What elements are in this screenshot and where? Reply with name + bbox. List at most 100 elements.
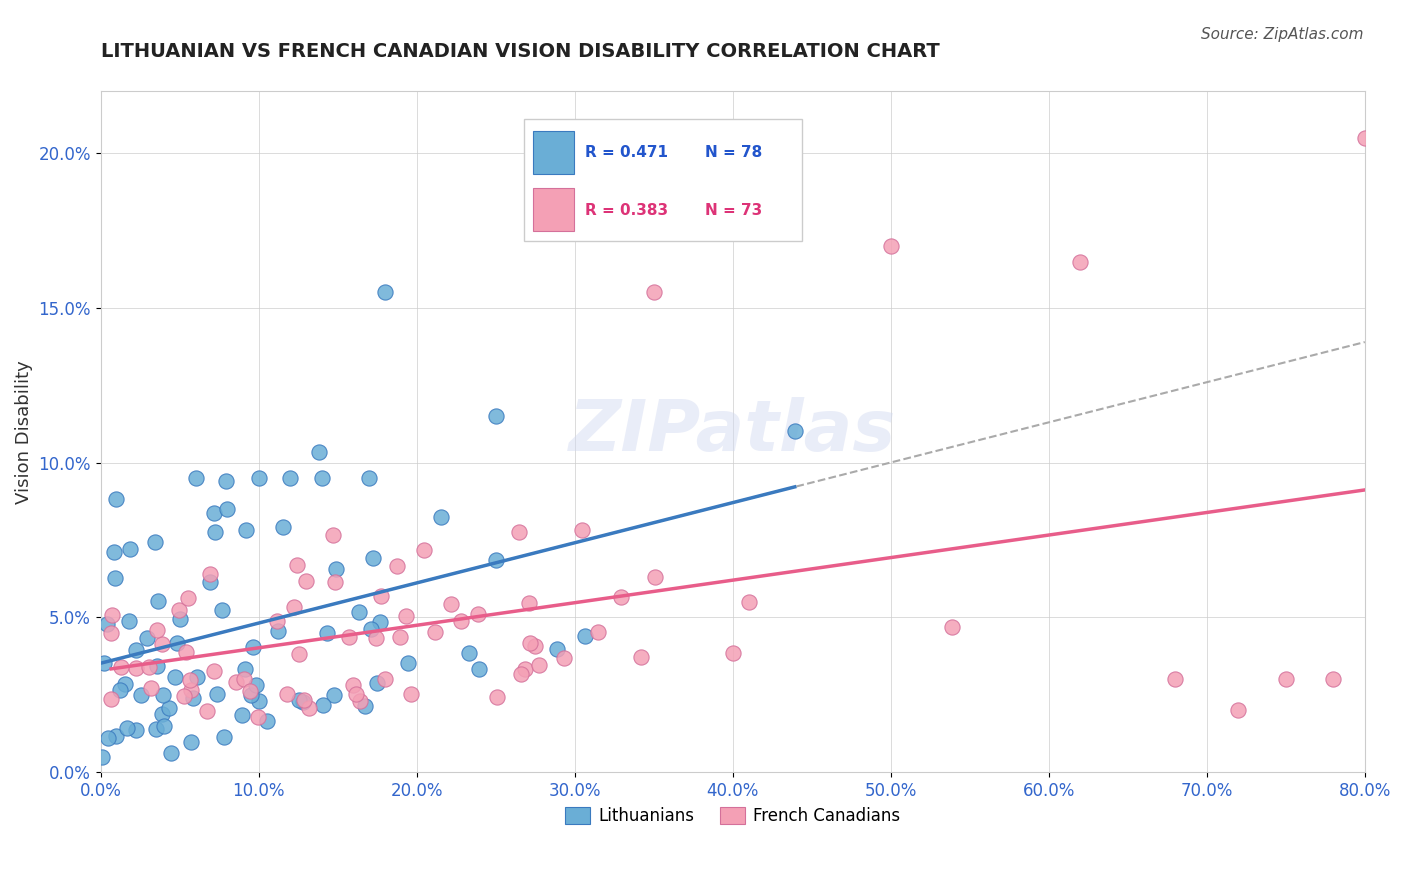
- French Canadians: [630, 649, 652, 664]
- French Canadians: [644, 570, 666, 584]
- Lithuanians: [546, 641, 568, 656]
- French Canadians: [337, 630, 360, 644]
- Lithuanians: [256, 714, 278, 728]
- Lithuanians: [115, 721, 138, 735]
- French Canadians: [413, 542, 436, 557]
- Lithuanians: [145, 723, 167, 737]
- Text: ZIPatlas: ZIPatlas: [569, 397, 897, 467]
- Lithuanians: [280, 471, 302, 485]
- French Canadians: [325, 575, 347, 590]
- French Canadians: [485, 690, 508, 704]
- Lithuanians: [146, 659, 169, 673]
- French Canadians: [366, 631, 388, 645]
- Lithuanians: [217, 502, 239, 516]
- Lithuanians: [783, 424, 806, 438]
- Lithuanians: [114, 677, 136, 691]
- Lithuanians: [484, 553, 506, 567]
- Lithuanians: [96, 617, 118, 632]
- French Canadians: [195, 704, 218, 718]
- French Canadians: [198, 566, 221, 581]
- Lithuanians: [152, 688, 174, 702]
- Lithuanians: [104, 729, 127, 743]
- Y-axis label: Vision Disability: Vision Disability: [15, 359, 32, 504]
- Lithuanians: [308, 445, 330, 459]
- Text: Source: ZipAtlas.com: Source: ZipAtlas.com: [1201, 27, 1364, 42]
- Lithuanians: [118, 615, 141, 629]
- Lithuanians: [468, 662, 491, 676]
- French Canadians: [395, 608, 418, 623]
- Lithuanians: [242, 640, 264, 654]
- French Canadians: [517, 596, 540, 610]
- Lithuanians: [360, 622, 382, 636]
- Lithuanians: [366, 676, 388, 690]
- Lithuanians: [396, 656, 419, 670]
- Lithuanians: [181, 691, 204, 706]
- Lithuanians: [361, 551, 384, 566]
- Lithuanians: [249, 694, 271, 708]
- French Canadians: [1164, 672, 1187, 686]
- French Canadians: [100, 607, 122, 622]
- Lithuanians: [180, 734, 202, 748]
- Lithuanians: [153, 719, 176, 733]
- Lithuanians: [311, 471, 333, 485]
- French Canadians: [266, 614, 288, 628]
- French Canadians: [1069, 254, 1091, 268]
- French Canadians: [100, 692, 122, 706]
- Lithuanians: [135, 631, 157, 645]
- Lithuanians: [231, 708, 253, 723]
- Lithuanians: [125, 723, 148, 737]
- Lithuanians: [124, 643, 146, 657]
- French Canadians: [138, 660, 160, 674]
- Lithuanians: [104, 571, 127, 585]
- French Canadians: [738, 595, 761, 609]
- French Canadians: [509, 667, 531, 681]
- Lithuanians: [143, 534, 166, 549]
- French Canadians: [1275, 672, 1298, 686]
- Lithuanians: [211, 603, 233, 617]
- French Canadians: [179, 673, 201, 687]
- Lithuanians: [312, 698, 335, 713]
- Lithuanians: [159, 746, 181, 760]
- Lithuanians: [118, 541, 141, 556]
- French Canadians: [586, 624, 609, 639]
- French Canadians: [225, 674, 247, 689]
- French Canadians: [173, 689, 195, 703]
- Lithuanians: [150, 707, 173, 722]
- French Canadians: [529, 657, 551, 672]
- French Canadians: [721, 646, 744, 660]
- French Canadians: [202, 665, 225, 679]
- Lithuanians: [166, 636, 188, 650]
- French Canadians: [1322, 672, 1344, 686]
- Lithuanians: [163, 670, 186, 684]
- Lithuanians: [103, 545, 125, 559]
- French Canadians: [643, 285, 665, 300]
- French Canadians: [1227, 703, 1250, 717]
- Lithuanians: [108, 683, 131, 698]
- Lithuanians: [186, 670, 208, 684]
- French Canadians: [125, 661, 148, 675]
- Lithuanians: [267, 624, 290, 638]
- French Canadians: [232, 672, 254, 686]
- French Canadians: [139, 681, 162, 695]
- Lithuanians: [93, 657, 115, 671]
- French Canadians: [373, 672, 395, 686]
- Lithuanians: [325, 562, 347, 576]
- French Canadians: [370, 589, 392, 603]
- Lithuanians: [349, 605, 371, 619]
- Legend: Lithuanians, French Canadians: Lithuanians, French Canadians: [558, 800, 907, 831]
- French Canadians: [292, 692, 315, 706]
- French Canadians: [1354, 130, 1376, 145]
- Lithuanians: [97, 731, 120, 746]
- Lithuanians: [239, 688, 262, 702]
- French Canadians: [553, 651, 575, 665]
- French Canadians: [571, 523, 593, 537]
- French Canadians: [174, 644, 197, 658]
- Lithuanians: [148, 594, 170, 608]
- Lithuanians: [359, 471, 381, 485]
- French Canadians: [294, 574, 316, 588]
- Lithuanians: [105, 492, 128, 507]
- French Canadians: [349, 694, 371, 708]
- Lithuanians: [198, 575, 221, 590]
- Lithuanians: [129, 688, 152, 702]
- French Canadians: [515, 662, 537, 676]
